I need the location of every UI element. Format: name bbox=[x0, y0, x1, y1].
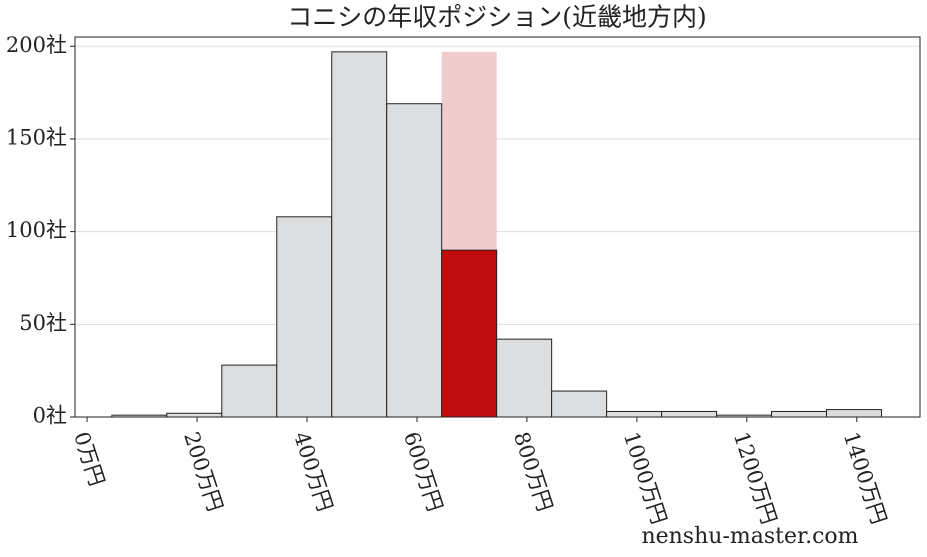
x-tick-label: 600万円 bbox=[399, 429, 447, 514]
y-tick-label: 50社 bbox=[19, 311, 67, 335]
x-tick-label: 1000万円 bbox=[619, 429, 671, 527]
bar bbox=[331, 51, 388, 418]
bar bbox=[606, 410, 663, 418]
y-tick-label: 0社 bbox=[33, 404, 67, 428]
bar bbox=[166, 412, 223, 418]
x-tick-label: 200万円 bbox=[179, 429, 227, 514]
bar bbox=[826, 409, 883, 418]
x-tick-label: 800万円 bbox=[509, 429, 557, 514]
bar bbox=[661, 410, 718, 418]
x-tick-label: 400万円 bbox=[289, 429, 337, 514]
bar bbox=[496, 338, 553, 418]
bar bbox=[551, 390, 608, 418]
y-tick-label: 100社 bbox=[6, 218, 67, 242]
bar bbox=[771, 410, 828, 418]
plot-frame bbox=[74, 36, 921, 418]
bar bbox=[221, 364, 278, 418]
y-tick-label: 200社 bbox=[6, 33, 67, 57]
bar bbox=[276, 216, 333, 418]
watermark: nenshu-master.com bbox=[641, 524, 858, 549]
bar bbox=[441, 249, 498, 418]
bar bbox=[386, 103, 443, 418]
x-tick-label: 1400万円 bbox=[839, 429, 891, 527]
x-tick-label: 0万円 bbox=[69, 429, 109, 489]
y-tick-label: 150社 bbox=[6, 125, 67, 149]
x-tick-label: 1200万円 bbox=[729, 429, 781, 527]
chart-title: コニシの年収ポジション(近畿地方内) bbox=[287, 3, 707, 32]
